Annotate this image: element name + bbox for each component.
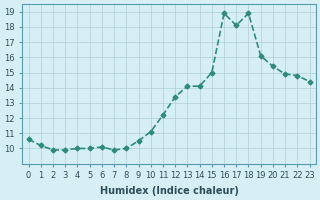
X-axis label: Humidex (Indice chaleur): Humidex (Indice chaleur) [100, 186, 238, 196]
